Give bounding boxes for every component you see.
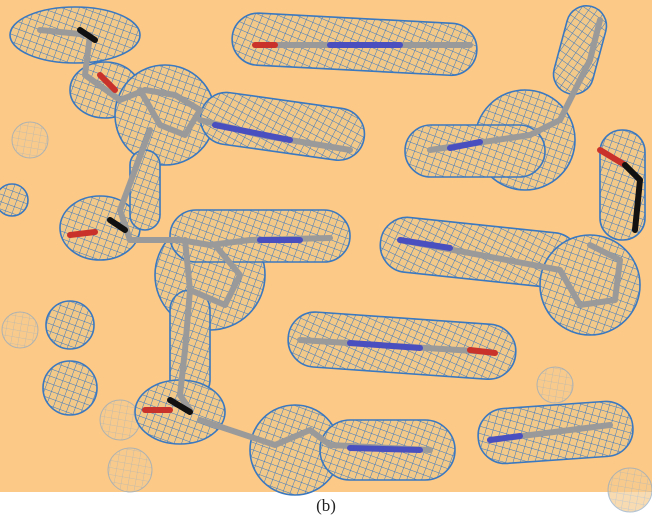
figure: (b) bbox=[0, 0, 652, 519]
caption: (b) bbox=[316, 496, 336, 515]
